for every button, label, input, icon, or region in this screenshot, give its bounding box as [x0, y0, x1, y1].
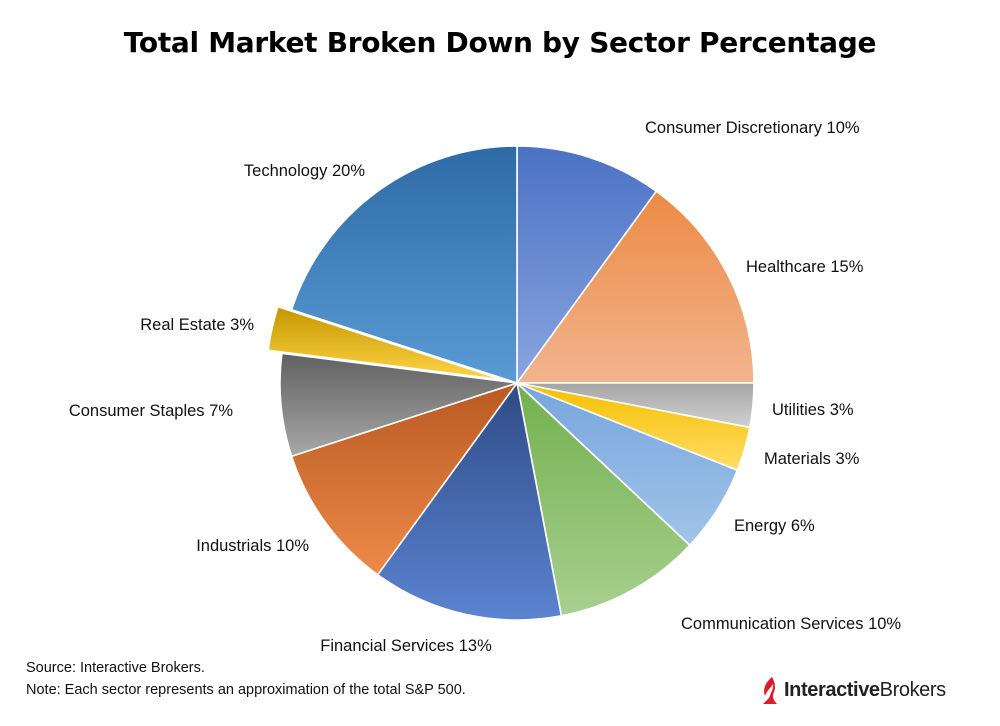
slice-label-industrials: Industrials 10% [196, 537, 309, 555]
pie-slice-industrials [290, 382, 518, 576]
pie-slice-consumer-staples [279, 352, 518, 458]
pie-slice-healthcare [516, 190, 755, 384]
chart-title: Total Market Broken Down by Sector Perce… [123, 26, 877, 59]
chart-notes: Source: Interactive Brokers. Note: Each … [26, 657, 466, 701]
slice-label-healthcare: Healthcare 15% [746, 258, 864, 276]
slice-label-real-estate: Real Estate 3% [140, 316, 254, 334]
slice-label-financial-services: Financial Services 13% [320, 637, 492, 655]
slice-label-communication-services: Communication Services 10% [681, 615, 901, 633]
approximation-note: Note: Each sector represents an approxim… [26, 682, 466, 698]
source-note: Source: Interactive Brokers. [26, 660, 205, 676]
pie-slice-technology [290, 145, 518, 384]
slice-label-consumer-staples: Consumer Staples 7% [69, 402, 233, 420]
slice-label-materials: Materials 3% [764, 450, 860, 468]
slice-label-consumer-discretionary: Consumer Discretionary 10% [645, 119, 860, 137]
slice-label-technology: Technology 20% [244, 162, 365, 180]
brand-name-part2: Brokers [879, 679, 947, 701]
pie-slice-financial-services [376, 382, 563, 621]
slice-label-utilities: Utilities 3% [772, 401, 854, 419]
pie-slice-real-estate [267, 305, 505, 381]
pie-slice-communication-services [516, 382, 691, 617]
flame-logo-icon [763, 677, 777, 704]
interactive-brokers-logo: InteractiveBrokers [760, 676, 946, 706]
slice-label-energy: Energy 6% [734, 517, 815, 535]
slice-labels: Consumer Discretionary 10% Healthcare 15%… [69, 119, 902, 655]
brand-name-part1: Interactive [784, 679, 880, 701]
pie-slice-consumer-discretionary [516, 145, 658, 384]
pie-slices [267, 145, 755, 621]
